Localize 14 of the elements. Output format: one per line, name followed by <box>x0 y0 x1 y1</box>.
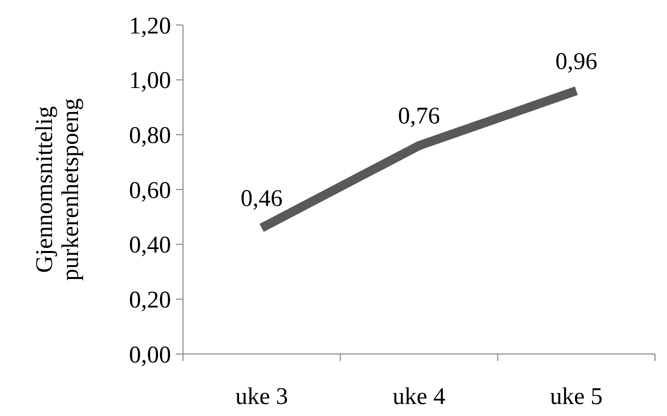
y-tick-label: 0,20 <box>129 288 171 314</box>
y-tick-label: 0,40 <box>129 232 171 259</box>
y-axis-title: Gjennomsnittelig purkerenhetspoeng <box>32 98 84 281</box>
y-tick-label: 0,60 <box>129 178 171 204</box>
x-tick-label: uke 5 <box>550 384 603 410</box>
y-tick-label: 0,00 <box>129 342 171 368</box>
data-label: 0,96 <box>555 48 598 75</box>
data-label: 0,46 <box>240 186 283 212</box>
y-tick-label: 0,80 <box>129 123 171 150</box>
y-tick-label: 1,00 <box>129 68 171 94</box>
x-tick-label: uke 3 <box>235 384 288 410</box>
x-tick-label: uke 4 <box>392 384 446 410</box>
y-tick-label: 1,20 <box>129 13 171 40</box>
data-label: 0,76 <box>398 104 440 130</box>
